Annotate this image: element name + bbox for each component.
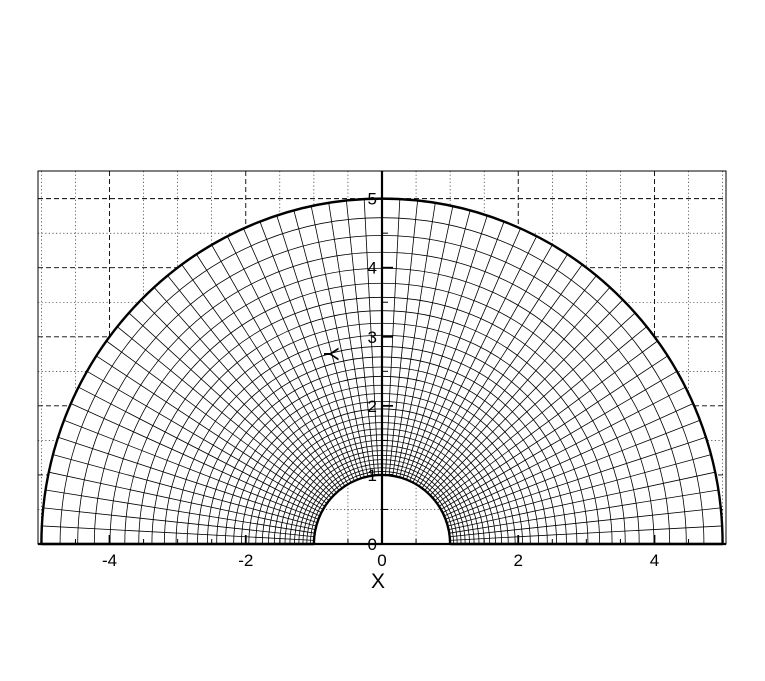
mesh-radial-line bbox=[227, 236, 352, 483]
mesh-radial-line bbox=[52, 454, 317, 527]
mesh-radial-line bbox=[363, 199, 379, 476]
mesh-radial-line bbox=[293, 210, 365, 478]
mesh-radial-line bbox=[450, 525, 723, 541]
mesh-radial-line bbox=[243, 228, 355, 482]
mesh-radial-line bbox=[448, 471, 716, 531]
mesh-radial-line bbox=[86, 370, 324, 510]
mesh-radial-line bbox=[402, 215, 488, 479]
mesh-radial-line bbox=[106, 340, 328, 504]
mesh-radial-line bbox=[424, 275, 597, 491]
mesh-radial-line bbox=[167, 275, 340, 491]
mesh-radial-line bbox=[70, 403, 320, 517]
x-tick-label: -2 bbox=[238, 551, 253, 570]
mesh-radial-line bbox=[117, 326, 330, 501]
mesh-radial-line bbox=[276, 215, 362, 479]
x-tick-label: 2 bbox=[514, 551, 523, 570]
mesh-radial-line bbox=[48, 471, 316, 531]
mesh-radial-line bbox=[446, 436, 707, 524]
mesh-radial-line bbox=[421, 264, 583, 489]
mesh-radial-line bbox=[395, 206, 454, 477]
mesh-radial-line bbox=[412, 236, 537, 483]
mesh-radial-line bbox=[432, 312, 636, 499]
mesh-radial-line bbox=[96, 355, 326, 507]
x-tick-label: -4 bbox=[102, 551, 117, 570]
y-tick-label: 3 bbox=[368, 328, 377, 347]
y-axis-title: Y bbox=[319, 347, 342, 361]
mesh-radial-line bbox=[140, 299, 335, 496]
mesh-radial-line bbox=[388, 200, 418, 476]
mesh-radial-line bbox=[409, 228, 521, 482]
mesh-radial-line bbox=[429, 299, 624, 496]
mesh-radial-line bbox=[438, 355, 668, 507]
y-tick-label: 4 bbox=[368, 259, 377, 278]
mesh-radial-line bbox=[346, 200, 376, 476]
y-tick-labels: 0 1 2 3 4 5 bbox=[368, 190, 377, 554]
mesh-radial-line bbox=[449, 489, 719, 534]
mesh-radial-line bbox=[434, 326, 647, 501]
x-tick-label: 4 bbox=[650, 551, 659, 570]
x-axis-title: X bbox=[371, 570, 385, 593]
mesh-radial-line bbox=[328, 202, 372, 476]
mesh-radial-line bbox=[442, 386, 686, 513]
mesh-radial-line bbox=[399, 210, 471, 478]
mesh-radial-line bbox=[63, 419, 319, 520]
y-tick-label: 0 bbox=[368, 535, 377, 554]
y-tick-label: 5 bbox=[368, 190, 377, 209]
mesh-radial-line bbox=[181, 264, 343, 489]
mesh-radial-line bbox=[45, 489, 315, 534]
mesh-radial-line bbox=[392, 202, 436, 476]
y-tick-label: 1 bbox=[368, 466, 377, 485]
mesh-radial-line bbox=[440, 370, 678, 510]
mesh-radial-line bbox=[153, 287, 337, 493]
mesh-radial-line bbox=[427, 287, 611, 493]
y-tick-label: 2 bbox=[368, 397, 377, 416]
mesh-radial-line bbox=[445, 419, 701, 520]
mesh-radial-line bbox=[310, 206, 369, 477]
axes bbox=[37, 170, 727, 546]
x-tick-labels: -4 -2 0 2 4 bbox=[102, 551, 659, 570]
mesh-radial-line bbox=[259, 221, 358, 480]
mesh-radial-line bbox=[128, 312, 332, 499]
mesh-radial-line bbox=[418, 254, 568, 487]
mesh-radial-line bbox=[406, 221, 505, 480]
mesh-radial-line bbox=[57, 436, 318, 524]
mesh-radial-line bbox=[449, 507, 721, 538]
mesh-radial-line bbox=[41, 525, 314, 541]
mesh-radial-line bbox=[447, 454, 712, 527]
x-tick-label: 0 bbox=[377, 551, 386, 570]
mesh-radial-line bbox=[444, 403, 694, 517]
mesh-radial-line bbox=[211, 244, 349, 485]
mesh-radial-line bbox=[43, 507, 315, 538]
mesh-radial-line bbox=[436, 340, 658, 504]
mesh-radial-line bbox=[415, 244, 553, 485]
mesh-radial-line bbox=[78, 386, 322, 513]
mesh-radial-line bbox=[196, 254, 346, 487]
